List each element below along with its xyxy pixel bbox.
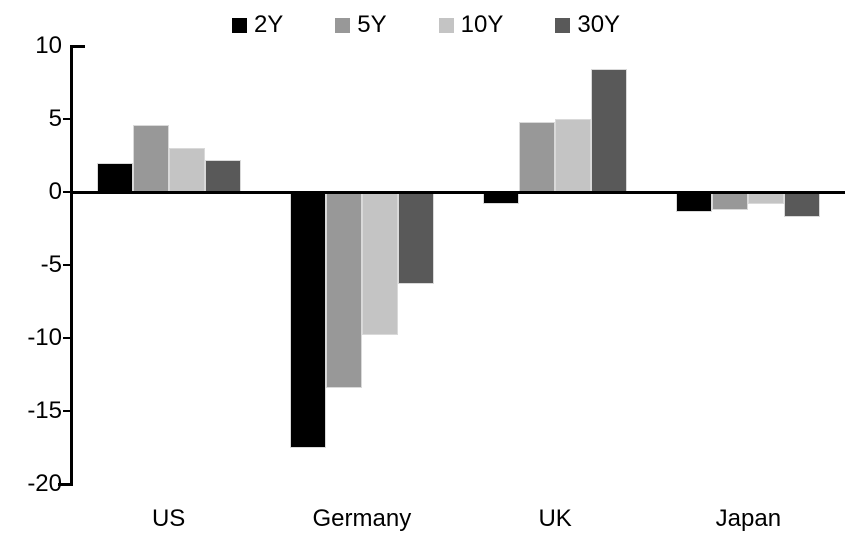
y-tick-label: -10 — [27, 324, 62, 351]
y-tick-mark — [63, 264, 72, 266]
legend-label: 2Y — [253, 11, 284, 38]
y-tick-label: -15 — [27, 397, 62, 424]
bar-30y-uk — [591, 69, 628, 192]
bar-5y-us — [132, 124, 169, 192]
y-tick-label: -20 — [27, 470, 62, 497]
bar-30y-us — [204, 159, 241, 192]
bar-5y-japan — [712, 192, 749, 210]
bar-2y-germany — [289, 192, 326, 448]
bar-10y-uk — [555, 119, 592, 192]
zero-baseline — [70, 190, 845, 194]
y-tick-mark — [63, 337, 72, 339]
bar-5y-uk — [519, 121, 556, 192]
legend-item-5y: 5Y — [335, 11, 387, 38]
bar-10y-germany — [361, 192, 398, 336]
legend-item-30y: 30Y — [555, 12, 620, 38]
bar-10y-us — [168, 148, 205, 192]
legend-item-2y: 2Y — [231, 11, 284, 38]
bar-2y-uk — [483, 192, 520, 204]
y-tick-mark — [63, 118, 72, 120]
x-category-label: UK — [538, 505, 572, 532]
bar-5y-germany — [325, 192, 362, 388]
legend-label: 30Y — [577, 11, 621, 38]
bar-2y-us — [96, 162, 133, 192]
x-category-label: US — [151, 505, 186, 532]
legend-label: 10Y — [460, 11, 504, 38]
bar-2y-japan — [676, 192, 713, 213]
legend-swatch-10y — [438, 17, 454, 33]
y-tick-mark — [72, 45, 85, 48]
bar-10y-japan — [748, 192, 785, 204]
y-tick-label: 0 — [48, 178, 62, 205]
y-tick-mark — [58, 483, 72, 486]
legend-swatch-5y — [335, 17, 351, 33]
y-tick-mark — [63, 191, 72, 193]
y-axis-line — [70, 45, 73, 486]
bar-30y-japan — [784, 192, 821, 217]
legend-swatch-30y — [555, 17, 571, 33]
x-category-label: Japan — [715, 505, 782, 532]
x-category-label: Germany — [312, 505, 412, 532]
y-tick-label: -5 — [40, 251, 62, 278]
legend-label: 5Y — [357, 11, 387, 38]
bar-30y-germany — [397, 192, 434, 284]
y-tick-mark — [63, 410, 72, 412]
chart-legend: 2Y 5Y 10Y 30Y — [0, 12, 852, 38]
legend-swatch-2y — [231, 17, 247, 33]
y-tick-label: 5 — [48, 105, 62, 132]
legend-item-10y: 10Y — [438, 11, 504, 38]
y-tick-label: 10 — [35, 32, 62, 59]
